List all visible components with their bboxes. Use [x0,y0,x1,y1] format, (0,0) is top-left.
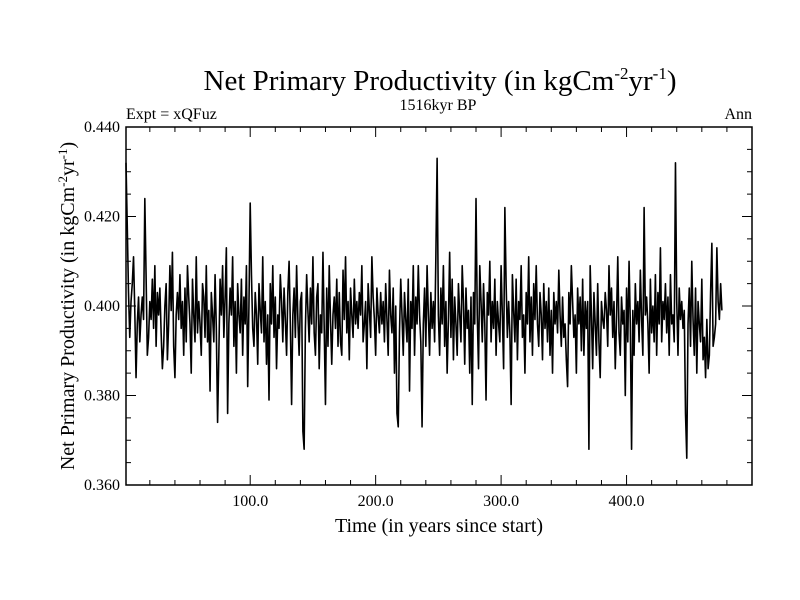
series-layer [125,157,723,459]
x-tick-label: 100.0 [232,493,268,510]
x-axis-label: Time (in years since start) [335,515,543,537]
series-line-npp [125,157,723,459]
tick-labels: 0.360 0.380 0.400 0.420 0.440 100.0 200.0 300.0… [84,119,645,510]
y-axis-label: Net Primary Productivity (in kgCm-2yr-1) [55,142,79,470]
y-tick-label: 0.380 [84,388,120,405]
season-label: Ann [724,106,752,123]
x-tick-label: 400.0 [609,493,645,510]
period-label: 1516kyr BP [400,97,477,114]
y-tick-label: 0.360 [84,477,120,494]
experiment-label: Expt = xQFuz [126,106,217,123]
y-tick-label: 0.420 [84,209,120,226]
y-tick-label: 0.400 [84,298,120,315]
x-tick-label: 200.0 [358,493,394,510]
x-tick-label: 300.0 [483,493,519,510]
y-tick-label: 0.440 [84,119,120,136]
chart-title: Net Primary Productivity (in kgCm-2yr-1) [204,64,677,97]
axis-ticks [126,126,752,486]
